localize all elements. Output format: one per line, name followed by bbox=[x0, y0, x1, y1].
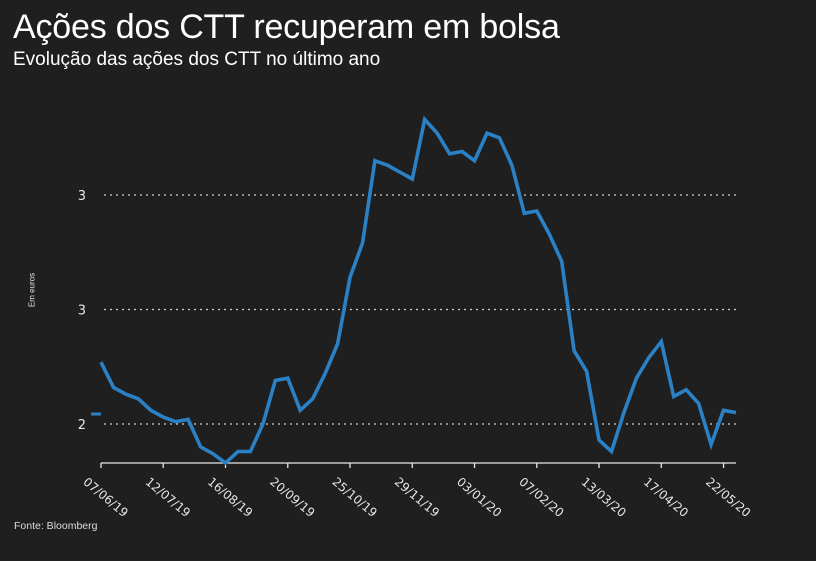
y-axis-ticks: 3 3 2 bbox=[78, 189, 86, 433]
x-tick-label: 20/09/19 bbox=[267, 475, 317, 520]
x-tick-label: 07/02/20 bbox=[516, 475, 566, 520]
price-line bbox=[99, 115, 737, 466]
x-tick-label: 22/05/20 bbox=[703, 475, 753, 520]
x-tick-label: 13/03/20 bbox=[579, 475, 629, 520]
x-tick-label: 16/08/19 bbox=[205, 475, 255, 520]
x-tick-label: 12/07/19 bbox=[143, 475, 193, 520]
chart-subtitle: Evolução das ações dos CTT no último ano bbox=[13, 49, 381, 70]
x-tick-label: 07/06/19 bbox=[81, 475, 131, 520]
x-tick-label: 29/11/19 bbox=[392, 475, 442, 520]
x-tick-label: 17/04/20 bbox=[641, 475, 691, 520]
source-note: Fonte: Bloomberg bbox=[14, 520, 98, 532]
y-tick-label: 3 bbox=[78, 304, 86, 319]
x-tick-label: 25/10/19 bbox=[330, 475, 380, 520]
x-axis: 07/06/19 12/07/19 16/08/19 20/09/19 25/10/19… bbox=[81, 462, 753, 520]
y-tick-label: 3 bbox=[78, 189, 86, 204]
price-series bbox=[91, 115, 737, 466]
y-tick-label: 2 bbox=[78, 418, 86, 433]
gridlines bbox=[104, 194, 738, 425]
x-tick-label: 03/01/20 bbox=[454, 475, 504, 520]
chart-title: Ações dos CTT recuperam em bolsa bbox=[13, 8, 560, 46]
